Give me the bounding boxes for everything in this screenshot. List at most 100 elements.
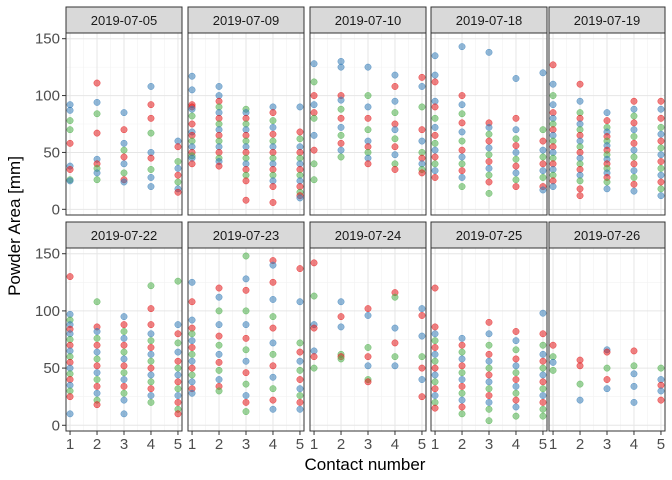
panel-border — [309, 32, 427, 216]
data-point — [364, 344, 372, 351]
data-point — [66, 347, 74, 355]
data-point — [431, 330, 439, 338]
x-tick-label: 5 — [296, 436, 304, 453]
data-point — [391, 362, 399, 370]
y-axis-ticks: 0 50 100 150 0 50 100 150 — [35, 31, 66, 434]
data-point — [188, 324, 196, 332]
data-point — [576, 177, 584, 185]
data-point — [337, 123, 345, 131]
data-point — [485, 385, 493, 393]
data-point — [539, 137, 547, 145]
data-point — [174, 188, 182, 196]
data-point — [337, 96, 345, 104]
x-tick-label: 5 — [418, 436, 426, 453]
data-point — [296, 405, 304, 413]
data-point — [188, 357, 196, 365]
y-axis-title: Powder Area [mm] — [5, 156, 24, 296]
data-point — [269, 117, 277, 125]
data-point — [418, 103, 426, 111]
facet-strip — [65, 6, 183, 34]
data-point — [269, 385, 277, 393]
y-tick-label: 50 — [43, 360, 60, 377]
data-point — [269, 278, 277, 286]
data-point — [630, 139, 638, 147]
data-point — [269, 123, 277, 131]
data-point — [188, 337, 196, 345]
facet-strip — [430, 6, 548, 34]
data-point — [310, 114, 318, 122]
data-point — [391, 353, 399, 361]
data-point — [431, 385, 439, 393]
data-point — [174, 371, 182, 379]
data-point — [512, 369, 520, 377]
data-point — [431, 174, 439, 181]
data-point — [431, 131, 439, 139]
data-point — [657, 164, 665, 172]
data-point — [458, 355, 466, 363]
data-point — [147, 174, 155, 181]
data-point — [418, 364, 426, 372]
data-point — [539, 405, 547, 413]
data-points — [549, 341, 665, 406]
data-point — [215, 376, 223, 383]
data-point — [630, 382, 638, 390]
data-point — [93, 341, 101, 349]
data-point — [549, 358, 557, 366]
data-point — [364, 305, 372, 313]
data-point — [269, 324, 277, 332]
data-point — [337, 131, 345, 139]
data-point — [458, 128, 466, 136]
data-point — [242, 252, 250, 260]
data-point — [485, 171, 493, 179]
data-point — [66, 273, 74, 281]
grid-lines — [549, 248, 665, 431]
data-point — [512, 412, 520, 420]
data-point — [310, 176, 318, 184]
x-tick-label: 2 — [576, 436, 584, 453]
data-point — [576, 380, 584, 388]
data-point — [630, 187, 638, 195]
x-tick-label: 1 — [431, 436, 439, 453]
data-point — [269, 396, 277, 404]
data-point — [418, 305, 426, 313]
data-point — [539, 412, 547, 420]
data-point — [549, 101, 557, 109]
facet-strip — [548, 6, 666, 34]
facet-strip-label: 2019-07-18 — [456, 13, 523, 28]
data-point — [657, 192, 665, 200]
x-tick-label: 4 — [630, 436, 638, 453]
data-point — [215, 83, 223, 90]
x-tick-label: 1 — [66, 436, 74, 453]
data-point — [296, 103, 304, 111]
data-point — [296, 366, 304, 374]
data-point — [539, 330, 547, 338]
data-point — [576, 356, 584, 364]
panel-border — [430, 32, 548, 216]
data-point — [458, 137, 466, 145]
data-point — [431, 337, 439, 345]
x-axis-title: Contact number — [305, 455, 426, 474]
data-point — [657, 185, 665, 193]
data-point — [120, 369, 128, 377]
data-point — [431, 167, 439, 175]
x-tick-label: 3 — [120, 436, 128, 453]
data-point — [66, 358, 74, 366]
data-point — [188, 316, 196, 324]
data-point — [215, 350, 223, 358]
facet-panels: 2019-07-05 2019-07-09 2019-07-10 2019-07-18… — [65, 6, 666, 432]
data-point — [93, 176, 101, 184]
data-point — [147, 378, 155, 386]
data-point — [391, 166, 399, 173]
data-point — [296, 376, 304, 383]
data-point — [657, 364, 665, 372]
data-point — [215, 307, 223, 315]
data-point — [337, 323, 345, 331]
data-point — [431, 378, 439, 386]
data-point — [147, 350, 155, 358]
data-point — [576, 97, 584, 105]
data-point — [310, 101, 318, 109]
data-point — [188, 389, 196, 397]
data-point — [147, 337, 155, 345]
data-point — [431, 146, 439, 154]
data-point — [549, 61, 557, 69]
